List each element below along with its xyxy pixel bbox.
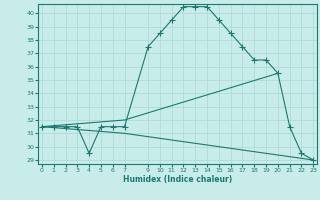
X-axis label: Humidex (Indice chaleur): Humidex (Indice chaleur) — [123, 175, 232, 184]
